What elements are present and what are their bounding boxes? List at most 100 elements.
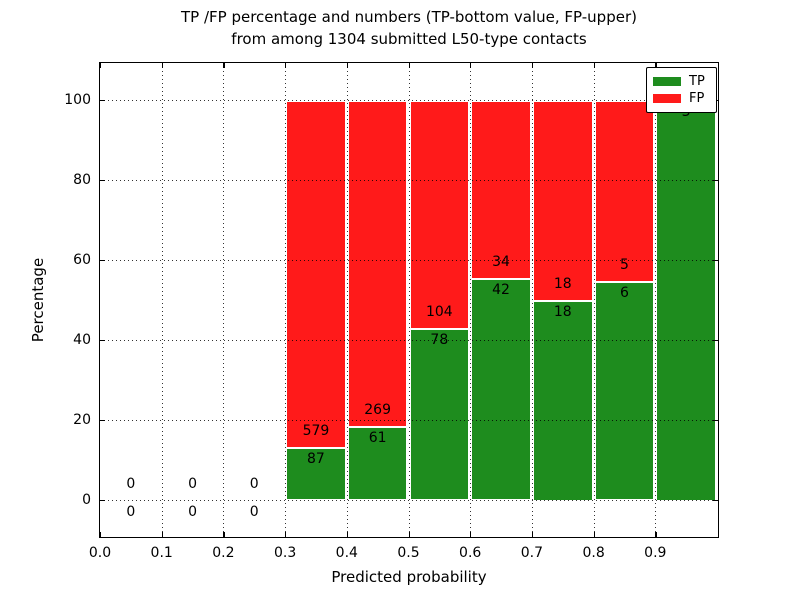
tp-count-label: 61: [368, 429, 387, 446]
x-tick-label: 0.9: [644, 545, 667, 561]
x-tick-mark-top: [346, 63, 349, 68]
y-tick-label: 60: [73, 251, 91, 268]
x-tick-label: 0.0: [88, 545, 112, 561]
x-tick-label: 0.3: [273, 545, 297, 561]
x-tick-mark-bottom: [100, 532, 102, 537]
fp-count-label: 18: [553, 275, 572, 292]
tp-count-label: 6: [619, 285, 629, 302]
x-tick-mark-bottom: [593, 532, 595, 537]
tp-count-label: 0: [188, 503, 198, 520]
bar-segment-fp: [470, 99, 532, 279]
bar-segment-tp: [655, 99, 717, 500]
fp-count-label: 0: [188, 475, 198, 492]
y-tick-label: 20: [73, 411, 91, 428]
x-tick-mark-top: [593, 63, 595, 68]
x-tick-label: 0.1: [150, 545, 173, 561]
x-tick-mark-bottom: [161, 532, 163, 537]
bar-segment-tp: [285, 447, 347, 500]
fp-count-label: 5: [619, 257, 629, 274]
x-tick-label: 0.5: [397, 545, 420, 561]
bar-segment-tp: [531, 299, 594, 500]
bar-segment-fp: [593, 99, 656, 282]
y-tick-mark-left: [100, 419, 105, 421]
y-tick-label: 40: [73, 331, 91, 348]
bar-segment-fp: [285, 99, 347, 448]
x-axis-label: Predicted probability: [331, 568, 487, 586]
fp-legend-label: FP: [689, 91, 705, 107]
x-tick-label: 0.2: [212, 545, 235, 561]
x-tick-mark-bottom: [346, 532, 349, 537]
x-tick-mark-top: [223, 63, 225, 68]
vertical-gridline: [223, 63, 225, 537]
x-tick-mark-top: [531, 63, 534, 68]
x-tick-label: 0.7: [520, 545, 544, 561]
tp-count-label: 18: [553, 303, 572, 320]
x-tick-mark-top: [161, 63, 163, 68]
y-tick-label: 0: [82, 491, 91, 508]
x-tick-label: 0.4: [335, 545, 358, 561]
y-axis-label: Percentage: [29, 257, 47, 343]
tp-count-label: 0: [126, 503, 136, 520]
x-tick-mark-bottom: [408, 532, 410, 537]
x-tick-mark-top: [470, 63, 472, 68]
vertical-gridline: [531, 63, 533, 537]
y-tick-mark-right: [713, 419, 718, 421]
y-tick-mark-right: [713, 339, 718, 341]
y-tick-mark-left: [100, 339, 105, 341]
y-tick-mark-right: [713, 499, 718, 501]
x-tick-mark-bottom: [223, 532, 225, 537]
fp-count-label: 579: [302, 423, 330, 440]
vertical-gridline: [593, 63, 595, 537]
bar-segment-tp: [470, 278, 532, 500]
vertical-gridline: [346, 63, 348, 537]
tp-count-label: 42: [492, 282, 510, 299]
fp-legend-swatch: [653, 94, 681, 104]
bar-segment-tp: [346, 425, 409, 500]
fp-count-label: 104: [425, 304, 453, 321]
chart-title-line2: from among 1304 submitted L50-type conta…: [231, 30, 587, 48]
x-tick-mark-bottom: [531, 532, 534, 537]
y-tick-label: 80: [73, 171, 91, 188]
bar-segment-fp: [408, 99, 471, 329]
vertical-gridline: [161, 63, 163, 537]
x-tick-mark-top: [655, 63, 657, 68]
bar-segment-tp: [408, 328, 471, 500]
tp-count-label: 78: [430, 332, 449, 349]
tp-count-label: 0: [249, 503, 259, 520]
x-tick-mark-bottom: [285, 532, 287, 537]
vertical-gridline: [470, 63, 472, 537]
vertical-gridline: [655, 63, 657, 537]
tp-legend-label: TP: [689, 73, 705, 89]
chart-title: TP /FP percentage and numbers (TP-bottom…: [99, 6, 719, 50]
legend-row-tp: TP: [653, 75, 710, 88]
y-tick-mark-left: [100, 499, 105, 501]
fp-count-label: 34: [492, 254, 510, 271]
vertical-gridline: [285, 63, 287, 537]
x-tick-label: 0.8: [582, 545, 605, 561]
x-tick-mark-top: [408, 63, 410, 68]
tp-legend-swatch: [653, 76, 681, 86]
vertical-gridline: [408, 63, 410, 537]
y-tick-mark-left: [100, 259, 105, 261]
legend: TP FP: [646, 67, 717, 113]
x-tick-label: 0.6: [459, 545, 482, 561]
y-tick-label: 100: [64, 91, 91, 108]
x-tick-mark-top: [285, 63, 287, 68]
fp-count-label: 0: [249, 475, 259, 492]
x-tick-mark-top: [100, 63, 102, 68]
plot-area: 0 20 40 60 80 100 0.0 0.1 0.2 0.3 0.4 0.5 0.6 0.7 0.8 0…: [64, 62, 719, 561]
fp-count-label: 0: [126, 475, 136, 492]
bar-segment-fp: [346, 99, 409, 426]
legend-row-fp: FP: [653, 92, 710, 105]
y-tick-mark-right: [713, 259, 718, 261]
bar-segment-fp: [531, 99, 594, 300]
chart-title-line1: TP /FP percentage and numbers (TP-bottom…: [181, 8, 637, 26]
bar-segment-tp: [593, 281, 656, 500]
fp-count-label: 269: [364, 401, 392, 418]
x-tick-mark-bottom: [470, 532, 472, 537]
y-tick-mark-left: [100, 179, 105, 181]
tp-count-label: 87: [307, 451, 325, 468]
y-tick-mark-right: [713, 179, 718, 181]
x-tick-mark-bottom: [655, 532, 657, 537]
